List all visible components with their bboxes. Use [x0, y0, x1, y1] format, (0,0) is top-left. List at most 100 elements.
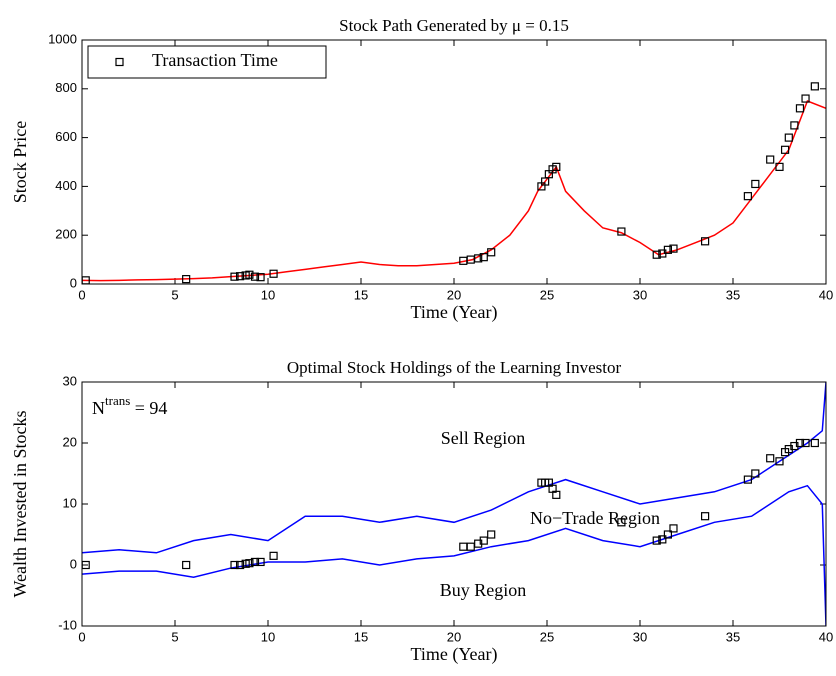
- transaction-marker: [230, 560, 239, 570]
- annotation-part: trans: [105, 393, 130, 408]
- x-tick-label: 25: [540, 287, 554, 302]
- data-line: [82, 382, 826, 554]
- transaction-marker: [766, 155, 775, 164]
- x-axis-label: Time (Year): [410, 302, 497, 323]
- transaction-marker: [256, 273, 265, 282]
- data-line: [82, 484, 826, 626]
- transaction-marker: [795, 438, 805, 448]
- axes-box: [81, 39, 827, 285]
- transaction-marker: [182, 275, 191, 284]
- transaction-marker: [700, 512, 710, 521]
- annotation-part: = 94: [130, 398, 167, 418]
- annotation-part: Sell Region: [441, 428, 526, 448]
- y-tick-label: 20: [63, 434, 77, 449]
- x-axis-label: Time (Year): [410, 644, 497, 665]
- transaction-marker: [256, 557, 265, 567]
- transaction-marker: [617, 227, 626, 236]
- annotation: Buy Region: [440, 580, 527, 600]
- annotation: Sell Region: [441, 428, 526, 448]
- chart-title: Stock Path Generated by μ = 0.15: [339, 16, 569, 35]
- plot-area: [82, 382, 826, 626]
- transaction-marker: [775, 162, 784, 171]
- transaction-marker: [617, 518, 626, 527]
- legend-box: [87, 45, 327, 79]
- x-tick-label: 40: [819, 629, 833, 644]
- transaction-marker: [700, 237, 710, 246]
- transaction-marker: [790, 121, 799, 130]
- y-tick-label: 0: [70, 556, 77, 571]
- transaction-marker: [743, 192, 752, 201]
- x-tick-label: 25: [540, 629, 554, 644]
- transaction-marker: [663, 245, 673, 254]
- transaction-marker: [663, 530, 673, 539]
- x-tick-label: 10: [261, 287, 275, 302]
- transaction-marker: [751, 179, 760, 189]
- transaction-marker: [775, 457, 784, 466]
- x-tick-label: 0: [78, 287, 85, 302]
- transaction-marker: [810, 82, 819, 91]
- transaction-marker: [479, 253, 488, 262]
- y-tick-label: -10: [58, 617, 77, 632]
- x-tick-label: 5: [171, 629, 178, 644]
- transaction-marker: [658, 535, 667, 544]
- annotation-part: Buy Region: [440, 580, 527, 600]
- plot: [82, 82, 826, 284]
- transaction-marker: [766, 454, 775, 463]
- transaction-marker: [487, 530, 496, 539]
- transaction-marker: [784, 133, 793, 142]
- y-tick-label: 200: [55, 227, 77, 242]
- transaction-marker: [474, 254, 483, 263]
- transaction-marker: [669, 524, 678, 533]
- annotation-part: No−Trade Region: [530, 508, 660, 528]
- transaction-marker: [743, 475, 752, 484]
- transaction-marker: [751, 469, 760, 478]
- transaction-marker: [652, 250, 661, 259]
- transaction-marker: [780, 145, 790, 154]
- x-tick-label: 40: [819, 287, 833, 302]
- transaction-marker: [230, 272, 239, 281]
- y-tick-label: 800: [55, 80, 77, 95]
- x-tick-label: 15: [354, 629, 368, 644]
- transaction-marker: [245, 270, 254, 279]
- transaction-marker: [479, 536, 488, 545]
- legend-label: Transaction Time: [152, 50, 278, 70]
- x-tick-label: 10: [261, 629, 275, 644]
- axes-box: [81, 381, 827, 627]
- transaction-marker: [269, 551, 278, 560]
- annotation: Ntrans = 94: [92, 393, 167, 418]
- transaction-marker: [236, 272, 245, 281]
- y-tick-label: 1000: [48, 31, 77, 46]
- transaction-marker: [236, 560, 245, 570]
- transaction-marker: [182, 560, 191, 570]
- x-tick-label: 30: [633, 287, 647, 302]
- transaction-marker: [487, 248, 496, 257]
- transaction-marker: [810, 438, 819, 448]
- plot: [82, 382, 826, 626]
- transaction-marker: [250, 272, 260, 281]
- legend-marker: [115, 57, 124, 67]
- y-tick-label: 0: [70, 275, 77, 290]
- transaction-marker: [669, 244, 678, 253]
- transaction-marker: [552, 162, 561, 171]
- x-tick-label: 30: [633, 629, 647, 644]
- x-tick-label: 20: [447, 629, 461, 644]
- transaction-marker: [801, 438, 810, 448]
- transaction-marker: [801, 94, 810, 103]
- x-tick-label: 20: [447, 287, 461, 302]
- x-tick-label: 35: [726, 629, 740, 644]
- transaction-marker: [795, 104, 805, 113]
- y-tick-label: 400: [55, 178, 77, 193]
- y-tick-label: 30: [63, 373, 77, 388]
- y-tick-label: 10: [63, 495, 77, 510]
- transaction-marker: [552, 490, 561, 499]
- annotation-part: N: [92, 398, 105, 418]
- y-axis-label: Stock Price: [10, 121, 30, 204]
- y-tick-label: 600: [55, 129, 77, 144]
- y-axis-label: Wealth Invested in Stocks: [10, 410, 30, 597]
- x-tick-label: 5: [171, 287, 178, 302]
- transaction-marker: [245, 559, 254, 568]
- x-tick-label: 35: [726, 287, 740, 302]
- transaction-marker: [269, 269, 278, 278]
- transaction-marker: [250, 557, 260, 567]
